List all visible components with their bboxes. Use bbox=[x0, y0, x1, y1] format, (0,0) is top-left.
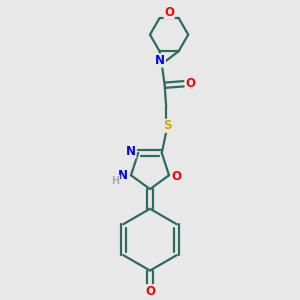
Text: N: N bbox=[118, 169, 128, 182]
Text: H: H bbox=[112, 176, 120, 186]
Text: O: O bbox=[171, 170, 182, 183]
Text: O: O bbox=[145, 285, 155, 298]
Text: N: N bbox=[126, 145, 136, 158]
Text: O: O bbox=[185, 77, 195, 90]
Text: O: O bbox=[164, 6, 174, 19]
Text: S: S bbox=[164, 119, 172, 132]
Text: N: N bbox=[155, 54, 165, 67]
